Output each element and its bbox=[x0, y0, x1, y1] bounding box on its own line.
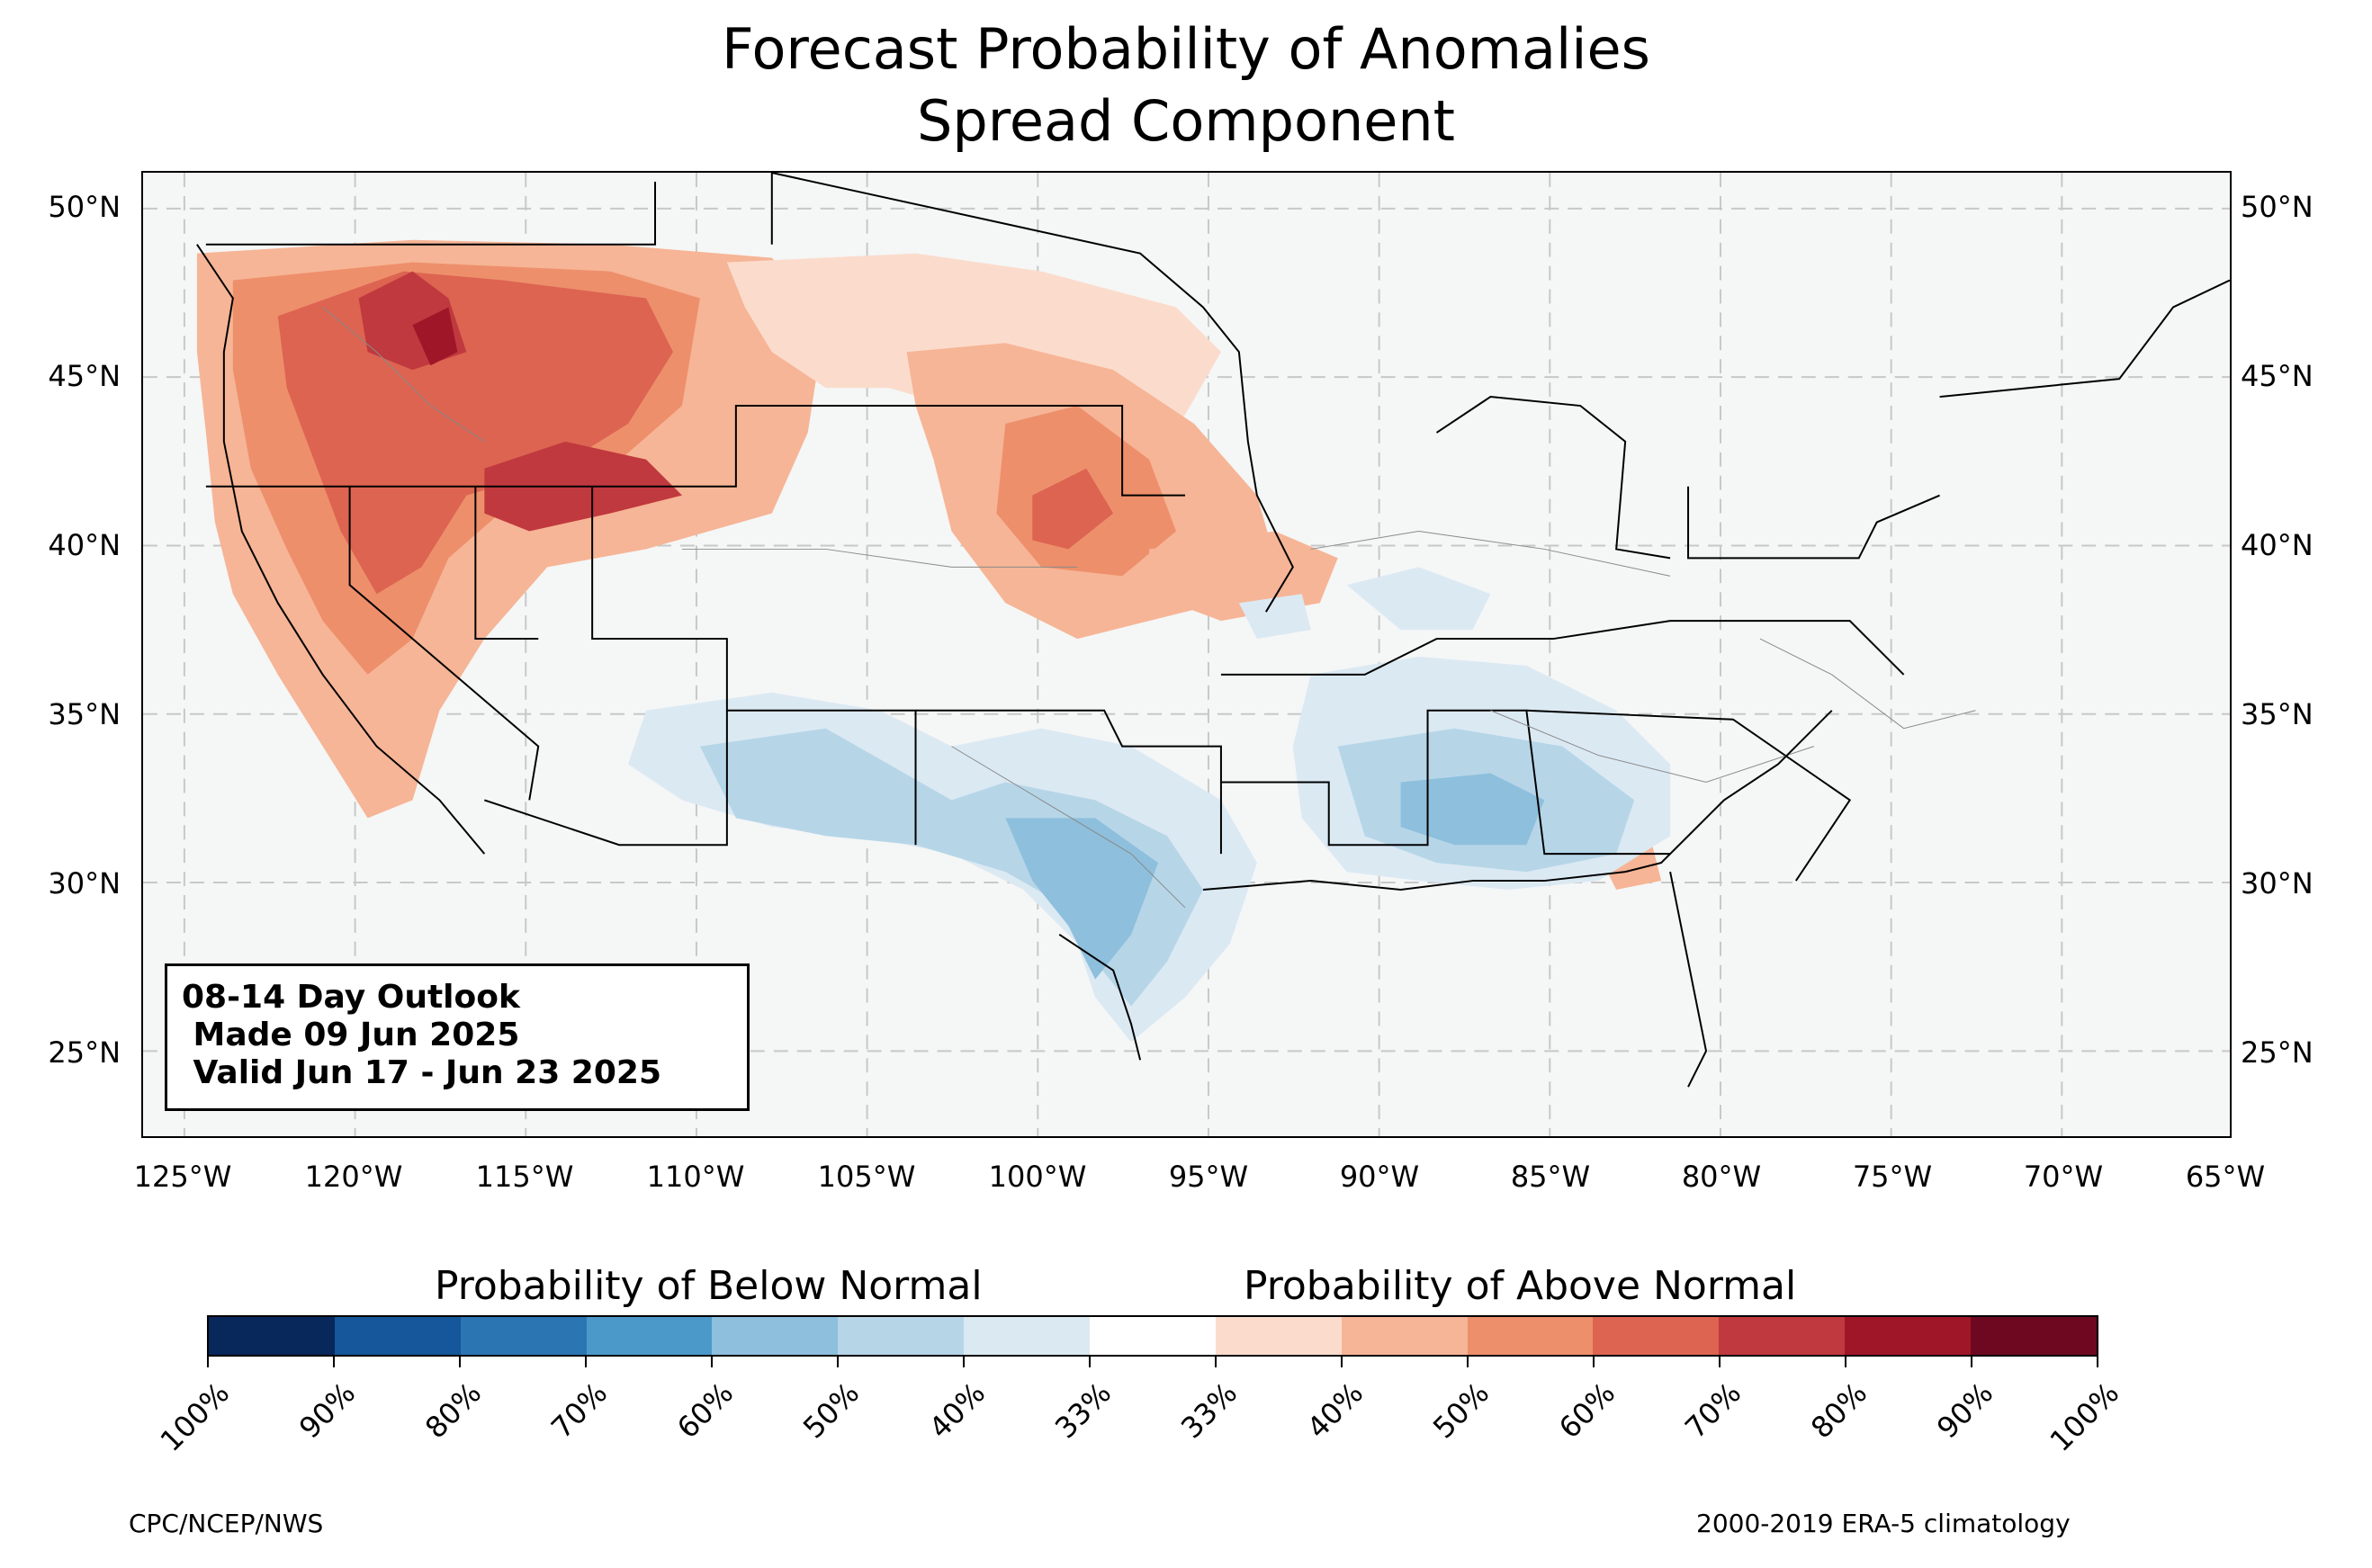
colorbar-swatch bbox=[838, 1317, 965, 1355]
coastline bbox=[196, 244, 1833, 1088]
lat-label-25n-right: 25°N bbox=[2241, 1035, 2314, 1070]
colorbar-tick-label: 90% bbox=[1930, 1375, 2000, 1446]
colorbar-tick bbox=[333, 1357, 335, 1367]
colorbar-tick-label: 90% bbox=[292, 1375, 363, 1446]
colorbar-tick bbox=[1719, 1357, 1721, 1367]
outlook-period-label: 08-14 Day Outlook bbox=[182, 979, 520, 1016]
colorbar-tick bbox=[2097, 1357, 2098, 1367]
chart-title-line2: Spread Component bbox=[917, 88, 1455, 154]
lon-label-100w: 100°W bbox=[988, 1160, 1087, 1194]
colorbar-swatch bbox=[586, 1317, 713, 1355]
colorbar-tick bbox=[459, 1357, 461, 1367]
colorbar-below-title: Probability of Below Normal bbox=[435, 1263, 983, 1309]
lon-label-80w: 80°W bbox=[1681, 1160, 1762, 1194]
footer-climatology: 2000-2019 ERA-5 climatology bbox=[1696, 1509, 2071, 1538]
chart-title-line1: Forecast Probability of Anomalies bbox=[722, 16, 1650, 82]
map-panel bbox=[141, 171, 2232, 1138]
state-borders bbox=[205, 173, 2230, 882]
lon-label-125w: 125°W bbox=[133, 1160, 232, 1194]
lon-label-110w: 110°W bbox=[646, 1160, 745, 1194]
colorbar-swatch bbox=[1719, 1317, 1846, 1355]
lon-label-90w: 90°W bbox=[1339, 1160, 1420, 1194]
colorbar-tick-label: 70% bbox=[544, 1375, 615, 1446]
colorbar-swatch bbox=[1467, 1317, 1594, 1355]
colorbar-swatch bbox=[1971, 1317, 2097, 1355]
lon-label-115w: 115°W bbox=[475, 1160, 574, 1194]
colorbar-tick bbox=[1971, 1357, 1972, 1367]
colorbar-tick-label: 80% bbox=[1803, 1375, 1874, 1446]
colorbar-tick-label: 40% bbox=[921, 1375, 993, 1446]
lat-label-40n-left: 40°N bbox=[48, 528, 121, 562]
colorbar-tick bbox=[1341, 1357, 1343, 1367]
lat-label-35n-right: 35°N bbox=[2241, 697, 2314, 731]
colorbar-tick bbox=[1215, 1357, 1217, 1367]
colorbar-swatch bbox=[1215, 1317, 1342, 1355]
lat-label-45n-left: 45°N bbox=[48, 359, 121, 393]
lon-label-85w: 85°W bbox=[1510, 1160, 1591, 1194]
colorbar-swatch bbox=[964, 1317, 1091, 1355]
colorbar-tick bbox=[1467, 1357, 1469, 1367]
colorbar-tick-label: 40% bbox=[1299, 1375, 1370, 1446]
colorbar-tick bbox=[1593, 1357, 1595, 1367]
below-normal-shading bbox=[628, 567, 1671, 1043]
colorbar-tick-label: 50% bbox=[795, 1375, 867, 1446]
lat-label-50n-right: 50°N bbox=[2241, 190, 2314, 224]
lat-label-30n-left: 30°N bbox=[48, 866, 121, 900]
lon-label-75w: 75°W bbox=[1852, 1160, 1933, 1194]
colorbar-tick-label: 60% bbox=[1551, 1375, 1622, 1446]
outlook-valid-range: Valid Jun 17 - Jun 23 2025 bbox=[182, 1054, 662, 1091]
lat-label-40n-right: 40°N bbox=[2241, 528, 2314, 562]
colorbar-tick-label: 50% bbox=[1425, 1375, 1496, 1446]
colorbar-tick bbox=[963, 1357, 965, 1367]
colorbar-above-title: Probability of Above Normal bbox=[1244, 1263, 1797, 1309]
colorbar-tick-label: 80% bbox=[418, 1375, 489, 1446]
outlook-info-box: 08-14 Day Outlook Made 09 Jun 2025 Valid… bbox=[165, 963, 750, 1111]
lon-label-70w: 70°W bbox=[2023, 1160, 2104, 1194]
colorbar-tick-label: 33% bbox=[1173, 1375, 1244, 1446]
colorbar-tick-label: 100% bbox=[2043, 1375, 2126, 1458]
footer-source: CPC/NCEP/NWS bbox=[129, 1509, 324, 1538]
lon-label-105w: 105°W bbox=[817, 1160, 916, 1194]
colorbar-tick bbox=[837, 1357, 839, 1367]
colorbar-tick bbox=[711, 1357, 713, 1367]
colorbar-swatch bbox=[1090, 1317, 1216, 1355]
colorbar-tick-label: 60% bbox=[669, 1375, 741, 1446]
lat-label-35n-left: 35°N bbox=[48, 697, 121, 731]
lon-label-120w: 120°W bbox=[304, 1160, 403, 1194]
lat-label-50n-left: 50°N bbox=[48, 190, 121, 224]
colorbar-tick bbox=[1845, 1357, 1846, 1367]
outlook-made-date: Made 09 Jun 2025 bbox=[182, 1017, 520, 1053]
colorbar-swatch bbox=[712, 1317, 839, 1355]
lat-label-30n-right: 30°N bbox=[2241, 866, 2314, 900]
lat-label-45n-right: 45°N bbox=[2241, 359, 2314, 393]
lon-label-65w: 65°W bbox=[2185, 1160, 2266, 1194]
lat-label-25n-left: 25°N bbox=[48, 1035, 121, 1070]
colorbar-swatch bbox=[1593, 1317, 1720, 1355]
map-graphic bbox=[143, 173, 2230, 1136]
colorbar-tick bbox=[1089, 1357, 1091, 1367]
colorbar bbox=[207, 1315, 2098, 1357]
colorbar-swatch bbox=[209, 1317, 335, 1355]
graticule bbox=[143, 173, 2230, 1136]
colorbar-swatch bbox=[334, 1317, 461, 1355]
colorbar-tick-label: 100% bbox=[153, 1375, 237, 1458]
colorbar-tick-label: 70% bbox=[1677, 1375, 1748, 1446]
colorbar-swatch bbox=[460, 1317, 587, 1355]
colorbar-tick-label: 33% bbox=[1047, 1375, 1119, 1446]
lon-label-95w: 95°W bbox=[1168, 1160, 1249, 1194]
colorbar-swatch bbox=[1845, 1317, 1972, 1355]
colorbar-tick bbox=[585, 1357, 587, 1367]
colorbar-tick bbox=[207, 1357, 209, 1367]
colorbar-swatch bbox=[1341, 1317, 1468, 1355]
county-lines bbox=[322, 307, 1976, 909]
